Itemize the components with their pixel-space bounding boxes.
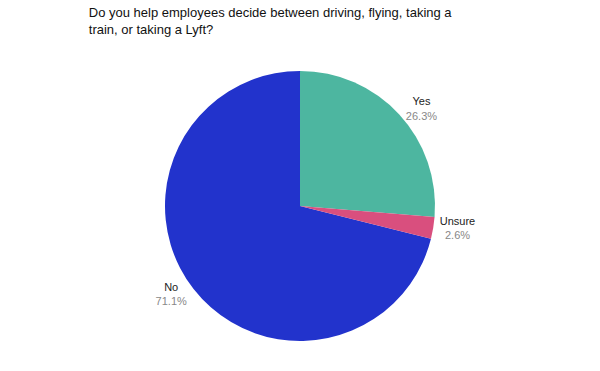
- svg-text:Unsure2.6%: Unsure2.6%: [440, 215, 475, 241]
- svg-text:Do you help employees decide b: Do you help employees decide between dri…: [89, 5, 453, 37]
- svg-text:No71.1%: No71.1%: [156, 281, 187, 307]
- svg-text:Yes26.3%: Yes26.3%: [406, 95, 437, 121]
